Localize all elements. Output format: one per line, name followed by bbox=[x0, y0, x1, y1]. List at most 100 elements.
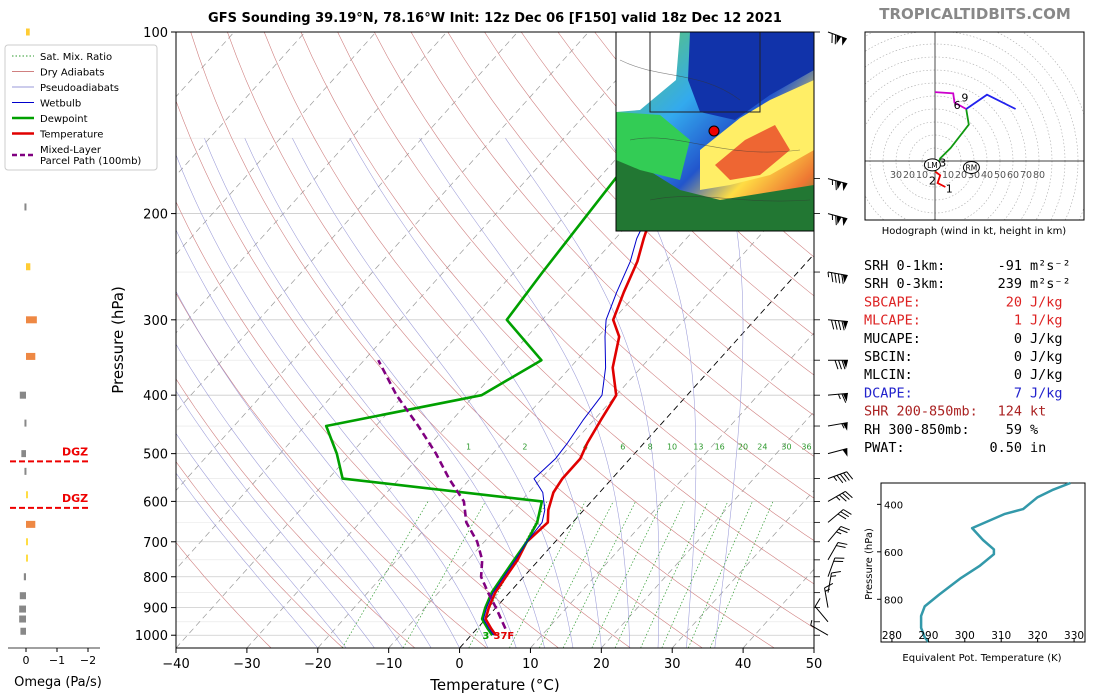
barb-shaft bbox=[810, 624, 829, 636]
legend-label: Dry Adiabats bbox=[40, 68, 104, 79]
barb-half-flag bbox=[837, 394, 841, 400]
isotherm bbox=[176, 32, 660, 570]
barb-half-flag bbox=[841, 423, 845, 429]
wind-barb bbox=[827, 392, 848, 403]
wind-barb bbox=[827, 525, 850, 543]
mixing-ratio-label: 6 bbox=[620, 443, 625, 452]
legend-box bbox=[4, 44, 158, 171]
dry-adiabat bbox=[374, 32, 814, 499]
barb-flag bbox=[834, 34, 837, 45]
omega-bar bbox=[26, 538, 28, 546]
barb-flag bbox=[846, 471, 854, 480]
theta-e-x-tick-label: 310 bbox=[991, 630, 1011, 642]
wind-barb bbox=[814, 598, 829, 623]
legend-label: Dewpoint bbox=[40, 114, 88, 125]
y-tick-label: 400 bbox=[143, 389, 168, 404]
legend-label: Pseudoadiabats bbox=[40, 83, 119, 94]
index-unit: kt bbox=[1030, 404, 1046, 420]
pseudoadiabat bbox=[607, 138, 697, 648]
mixing-ratio-label: 1 bbox=[466, 443, 471, 452]
hodograph-ring-label: 50 bbox=[994, 170, 1006, 181]
barb-half-flag bbox=[831, 214, 834, 220]
x-tick-label: 10 bbox=[522, 657, 539, 672]
y-tick-label: 700 bbox=[143, 536, 168, 551]
mixing-ratio-label: 10 bbox=[667, 443, 677, 452]
parcel-path-line bbox=[377, 359, 507, 630]
barb-flag bbox=[834, 360, 839, 370]
index-value: 124 bbox=[998, 404, 1022, 420]
isotherm bbox=[459, 253, 814, 648]
dry-adiabat bbox=[176, 292, 487, 648]
omega-bar bbox=[20, 627, 26, 635]
wind-barb bbox=[827, 319, 848, 331]
wind-barb bbox=[828, 359, 848, 370]
barb-flag bbox=[833, 560, 844, 563]
index-value: 59 bbox=[1006, 422, 1022, 438]
x-tick-label: 20 bbox=[593, 657, 610, 672]
theta-e-y-tick-label: 800 bbox=[884, 595, 903, 606]
barb-shaft bbox=[814, 606, 829, 623]
mixing-ratio-line bbox=[661, 501, 729, 648]
index-unit: m²s⁻² bbox=[1030, 276, 1071, 292]
dry-adiabat bbox=[176, 201, 559, 648]
hodograph-caption: Hodograph (wind in kt, height in km) bbox=[882, 226, 1067, 237]
theta-e-y-label: Pressure (hPa) bbox=[864, 528, 875, 600]
barb-flag bbox=[836, 475, 844, 484]
index-unit: J/kg bbox=[1030, 385, 1063, 401]
dry-adiabat bbox=[520, 32, 814, 336]
surface-temp-label: 37F bbox=[493, 631, 514, 642]
pseudoadiabat bbox=[176, 229, 460, 648]
mixing-ratio-label: 2 bbox=[522, 443, 527, 452]
mixing-ratio-line bbox=[591, 501, 663, 648]
index-unit: J/kg bbox=[1030, 313, 1063, 329]
isotherm bbox=[176, 32, 377, 255]
index-value: 1 bbox=[1014, 313, 1022, 329]
hodograph-trace bbox=[934, 91, 967, 110]
barb-flag bbox=[824, 582, 834, 589]
barb-half-flag bbox=[824, 588, 831, 592]
pseudoadiabat bbox=[244, 138, 545, 648]
barb-flag bbox=[834, 557, 845, 559]
index-unit: J/kg bbox=[1030, 294, 1063, 310]
dry-adiabat bbox=[447, 32, 814, 416]
index-unit: J/kg bbox=[1030, 367, 1063, 383]
legend-label: Temperature bbox=[39, 130, 103, 141]
dgz-label: DGZ bbox=[62, 445, 88, 458]
wind-barb bbox=[827, 571, 841, 593]
barb-shaft bbox=[827, 422, 848, 427]
theta-e-y-tick-label: 600 bbox=[884, 548, 903, 559]
hodograph-ring-label: 70 bbox=[1020, 170, 1032, 181]
omega-bar bbox=[19, 615, 26, 623]
index-unit: J/kg bbox=[1030, 349, 1063, 365]
omega-bar bbox=[19, 592, 26, 600]
barb-flag bbox=[814, 598, 821, 607]
hodograph-height-label: 3 bbox=[939, 156, 946, 169]
hodograph-height-label: 1 bbox=[946, 182, 953, 195]
mixing-ratio-label: 36 bbox=[801, 443, 811, 452]
barb-flag bbox=[840, 525, 850, 531]
pseudoadiabat bbox=[176, 433, 347, 648]
index-label: SBCAPE: bbox=[864, 294, 921, 310]
barb-shaft bbox=[827, 392, 848, 396]
pseudoadiabat bbox=[176, 390, 375, 648]
index-label: DCAPE: bbox=[864, 385, 913, 401]
skewt-y-label: Pressure (hPa) bbox=[109, 286, 127, 394]
index-value: 0 bbox=[1014, 331, 1022, 347]
barb-flag bbox=[835, 215, 837, 226]
pseudoadiabat bbox=[292, 138, 574, 648]
omega-bar bbox=[24, 419, 27, 427]
index-label: MLCIN: bbox=[864, 367, 913, 383]
wind-barbs bbox=[810, 31, 854, 636]
barb-flag bbox=[841, 360, 846, 370]
omega-panel: DGZ DGZ 0 −1 −2 bbox=[8, 28, 100, 667]
omega-bar bbox=[26, 263, 31, 271]
barb-pennant bbox=[842, 182, 848, 191]
wind-barb bbox=[827, 271, 848, 284]
index-value: 239 bbox=[998, 276, 1022, 292]
omega-bar bbox=[26, 554, 28, 562]
barb-flag bbox=[834, 273, 837, 283]
y-tick-label: 1000 bbox=[135, 629, 168, 644]
index-label: SRH 0-1km: bbox=[864, 258, 945, 274]
y-tick-label: 600 bbox=[143, 495, 168, 510]
index-label: PWAT: bbox=[864, 440, 905, 456]
